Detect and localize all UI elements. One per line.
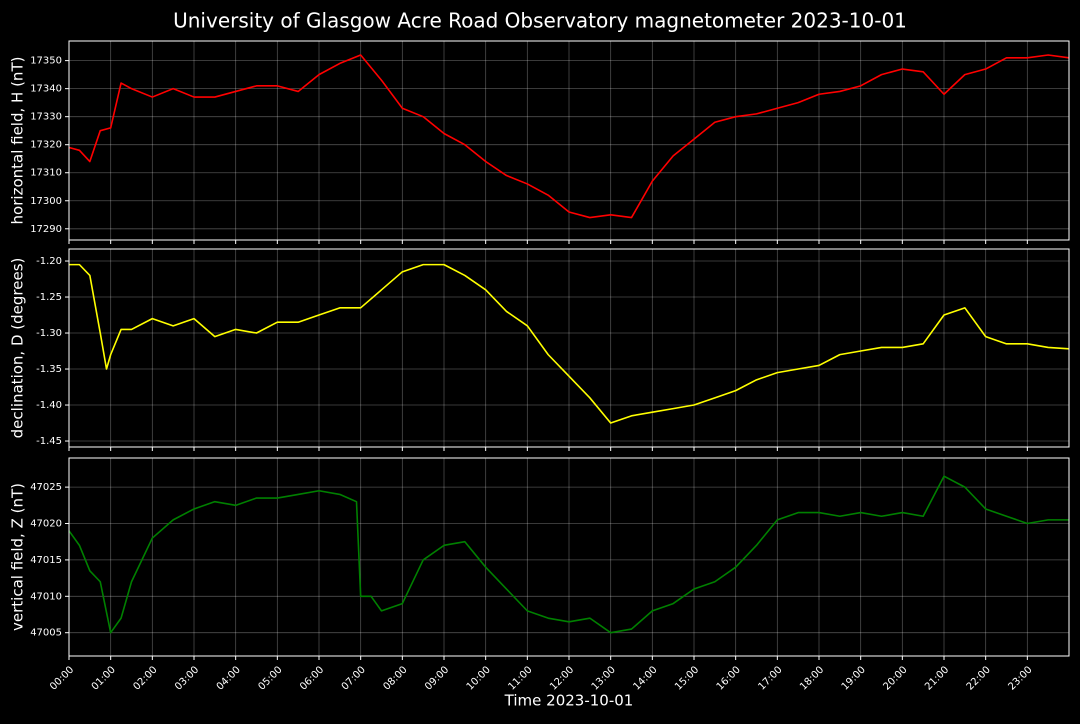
data-line [68, 475, 1069, 634]
y-tick-label: -1.30 [36, 328, 62, 339]
data-line [69, 263, 1070, 424]
y-tick-label: -1.45 [36, 436, 62, 447]
y-tick-label: 47005 [30, 628, 62, 639]
axes-frame [68, 457, 1070, 657]
x-axis-label: Time 2023-10-01 [504, 692, 634, 710]
y-tick-label: -1.35 [36, 364, 62, 375]
y-tick-label: 17310 [30, 168, 62, 179]
y-tick-label: 47010 [30, 591, 62, 602]
y-axis-label: vertical field, Z (nT) [9, 483, 27, 631]
y-tick-label: 17290 [30, 224, 62, 235]
y-tick-label: 47020 [30, 519, 62, 530]
data-line [68, 54, 1070, 219]
y-axis-label: declination, D (degrees) [9, 258, 27, 439]
y-tick-label: -1.40 [36, 400, 62, 411]
y-tick-label: 17300 [30, 196, 62, 207]
axes-frame [68, 248, 1070, 448]
y-tick-label: -1.25 [36, 292, 62, 303]
y-tick-label: 17330 [30, 112, 62, 123]
y-tick-label: 47015 [30, 555, 62, 566]
y-tick-label: 17350 [30, 56, 62, 67]
y-tick-label: 47025 [30, 482, 62, 493]
y-tick-label: 17320 [30, 140, 62, 151]
y-tick-label: -1.20 [36, 256, 62, 267]
figure-title: University of Glasgow Acre Road Observat… [173, 9, 907, 33]
axes-frame [68, 40, 1070, 241]
y-tick-label: 17340 [30, 84, 62, 95]
y-axis-label: horizontal field, H (nT) [9, 57, 27, 225]
